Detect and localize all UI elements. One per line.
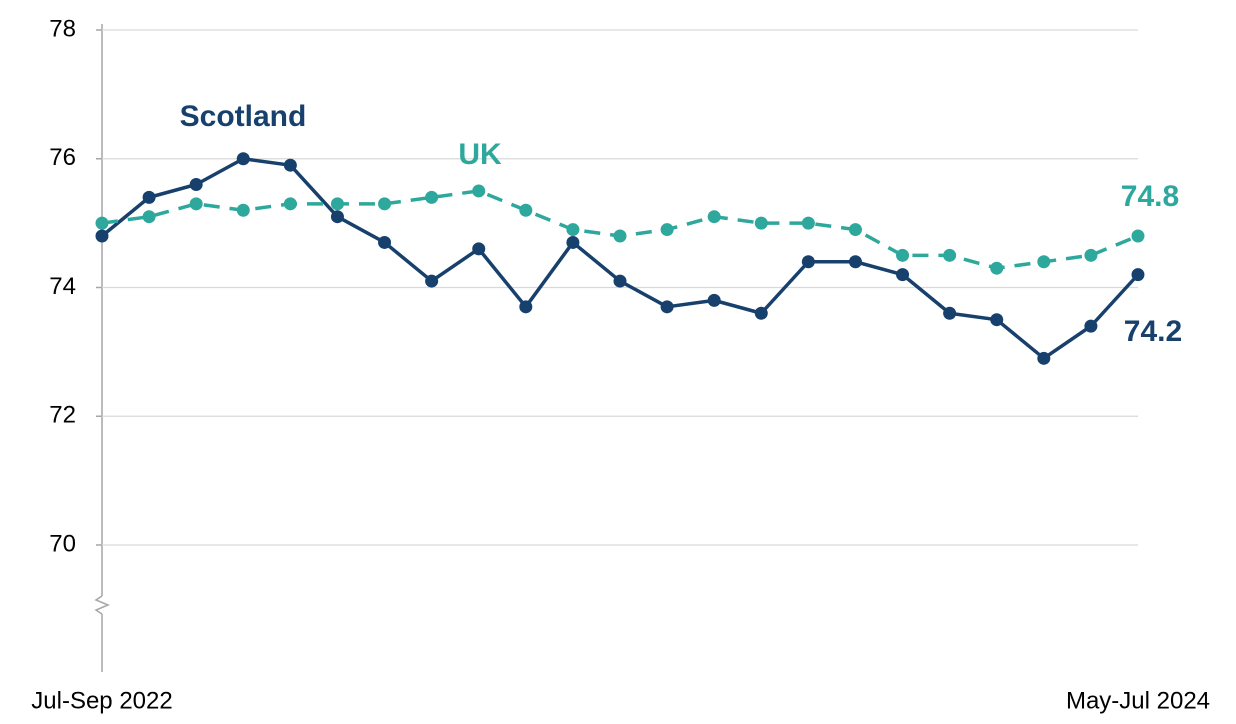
point (236, 203, 250, 217)
point (519, 203, 533, 217)
point (990, 261, 1004, 275)
point (660, 223, 674, 237)
point (330, 197, 344, 211)
y-tick-label: 72 (49, 402, 76, 429)
point (236, 152, 250, 166)
point (754, 306, 768, 320)
point (801, 216, 815, 230)
point (1084, 248, 1098, 262)
point (425, 274, 439, 288)
point (519, 300, 533, 314)
point (142, 210, 156, 224)
point (142, 190, 156, 204)
point (189, 178, 203, 191)
point (283, 197, 297, 211)
y-tick-label: 78 (49, 15, 76, 42)
y-tick-label: 74 (49, 273, 76, 300)
point (472, 242, 486, 256)
point (283, 158, 297, 172)
point (801, 255, 815, 269)
point (754, 216, 768, 230)
value-label: 74.8 (1121, 180, 1179, 213)
x-tick-label: May-Jul 2024 (1066, 687, 1210, 714)
point (660, 300, 674, 314)
axis-break (94, 595, 110, 615)
point (378, 197, 392, 211)
point (1037, 255, 1051, 269)
point (425, 190, 439, 204)
series-label: UK (458, 138, 502, 171)
point (613, 229, 627, 243)
point (1131, 229, 1145, 243)
point (943, 306, 957, 320)
y-tick-label: 76 (49, 144, 76, 171)
point (613, 274, 627, 288)
point (896, 248, 910, 262)
point (330, 210, 344, 224)
point (896, 268, 910, 282)
point (1037, 351, 1051, 365)
series-line (100, 157, 1140, 361)
x-tick-label: Jul-Sep 2022 (31, 687, 172, 714)
point (1131, 268, 1145, 282)
point (848, 255, 862, 269)
point (95, 229, 109, 243)
point (848, 223, 862, 237)
point (95, 216, 109, 230)
point (566, 223, 580, 237)
point (943, 248, 957, 262)
point (1084, 319, 1098, 333)
point (189, 197, 203, 211)
value-label: 74.2 (1124, 315, 1182, 348)
point (990, 313, 1004, 327)
point (566, 235, 580, 249)
point (707, 210, 721, 224)
series-label: Scotland (180, 100, 307, 133)
point (707, 293, 721, 307)
point (378, 235, 392, 249)
point (472, 184, 486, 198)
y-tick-label: 70 (49, 530, 76, 557)
